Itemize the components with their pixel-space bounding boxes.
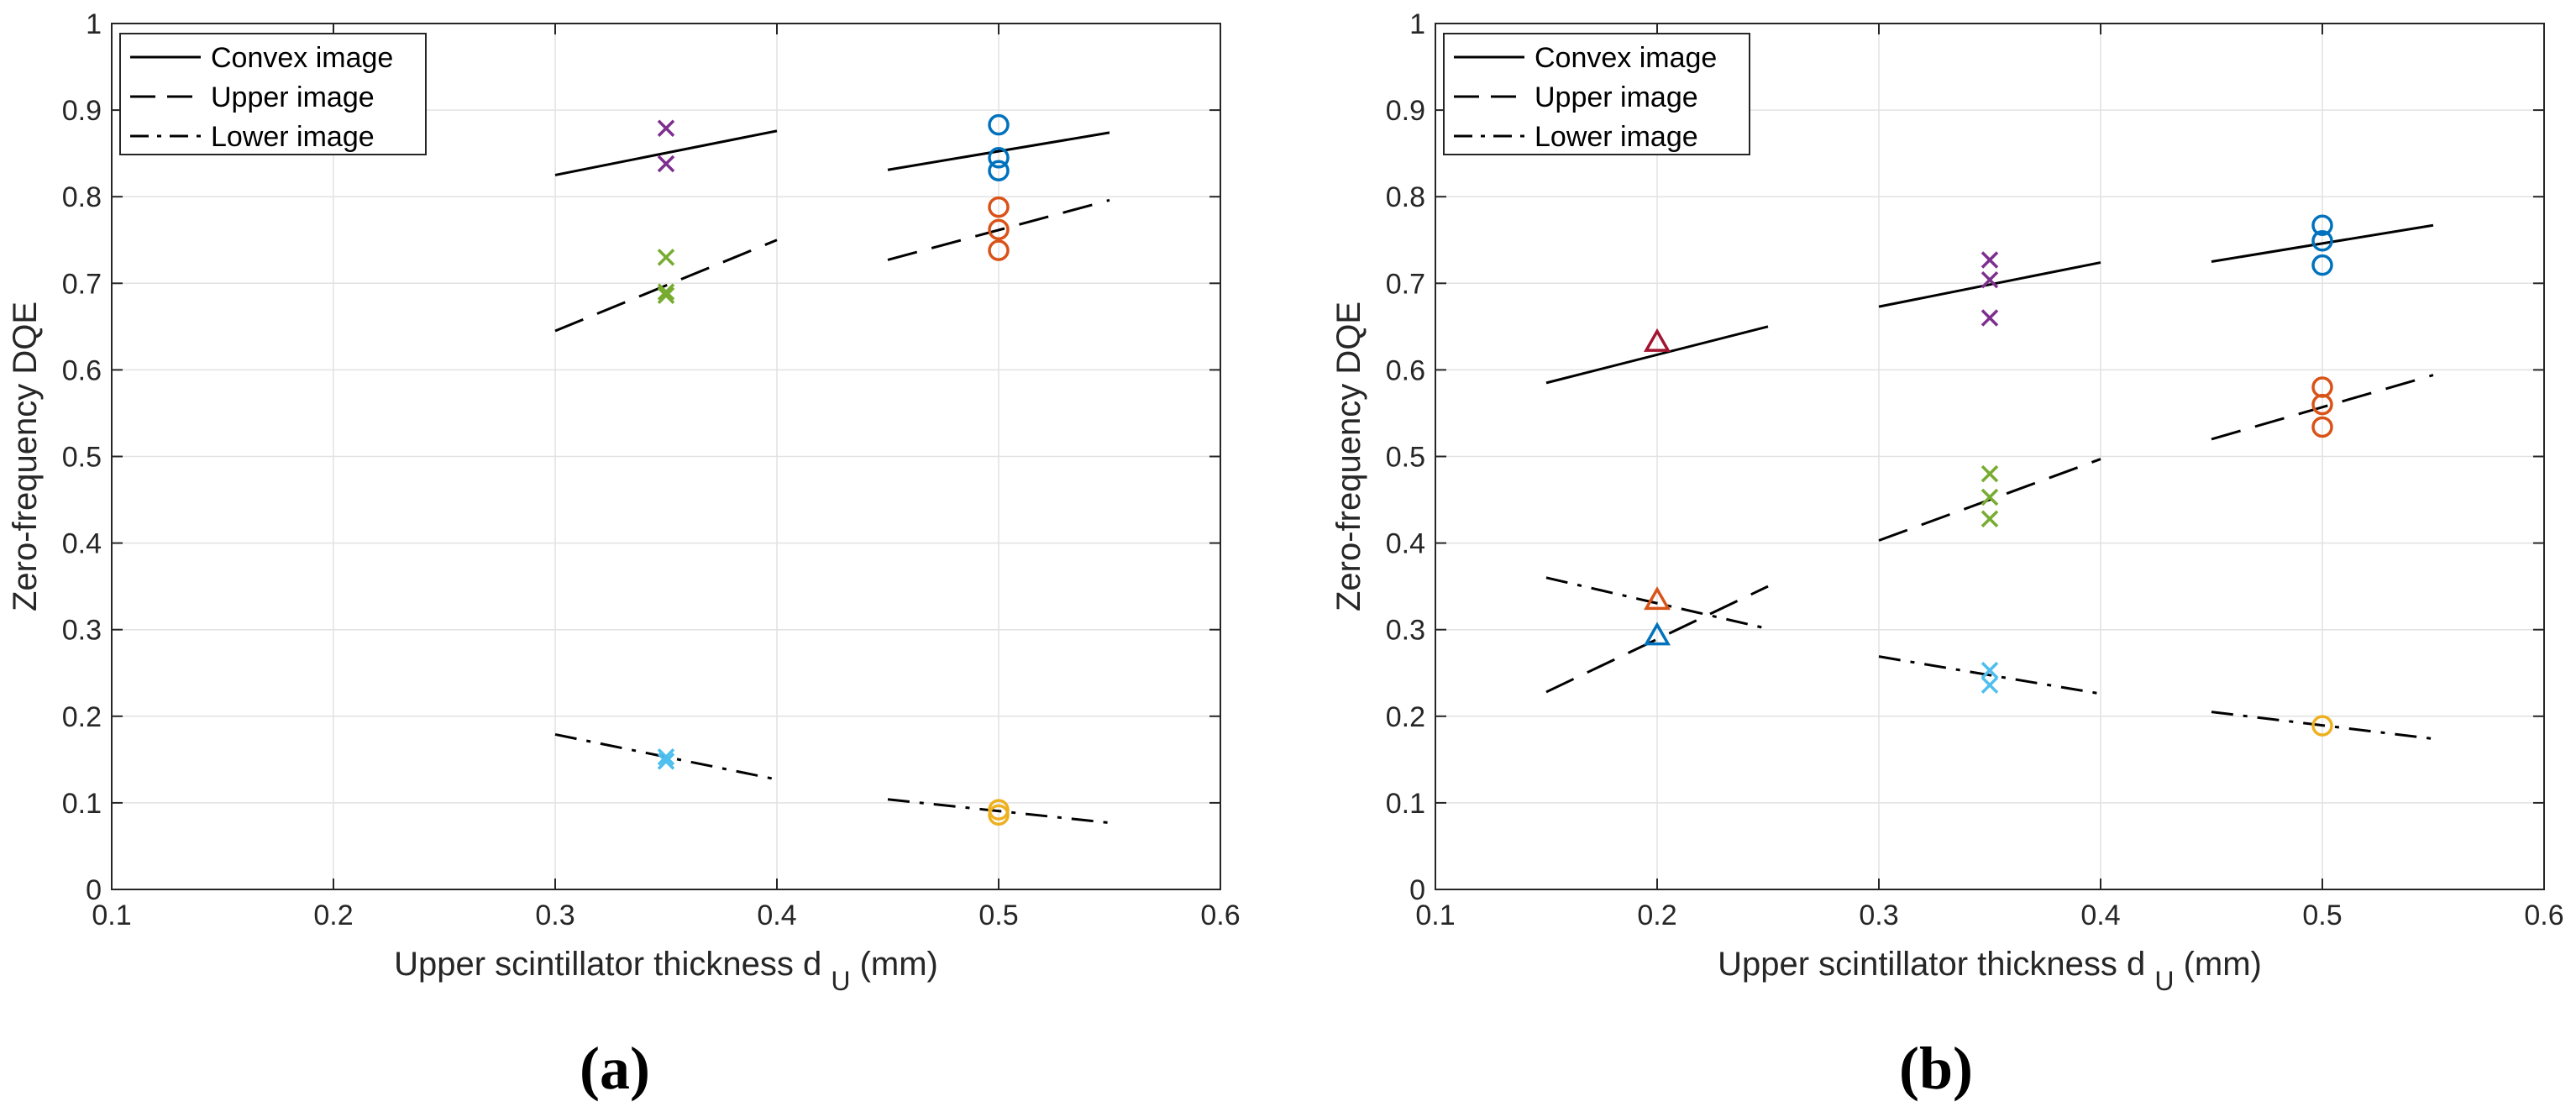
legend-label: Lower image (211, 121, 375, 153)
marker-circle (2311, 254, 2333, 276)
x-tick-label: 0.6 (2524, 900, 2563, 931)
y-tick-label: 0.4 (1386, 528, 1425, 560)
y-tick-label: 0.1 (62, 788, 102, 820)
marker-x (1981, 309, 1999, 327)
series-line-solid (1545, 325, 1769, 385)
legend: Convex image Upper image Lower image (1443, 33, 1750, 155)
y-tick-label: 0.9 (1386, 95, 1425, 127)
marker-x (657, 748, 675, 766)
y-tick-label: 0.1 (1386, 788, 1425, 820)
y-axis-label: Zero-frequency DQE (1330, 302, 1367, 611)
chart-panel-a: 0.1 0.2 0.3 0.4 0.5 0.600.10.20.30.40.50.60.7… (7, 8, 1241, 1102)
marker-circle (988, 147, 1010, 169)
y-tick-label: 0.3 (1386, 615, 1425, 647)
panel-label: (a) (580, 1035, 650, 1102)
x-tick-label: 0.4 (2080, 900, 2120, 931)
marker-circle (2311, 715, 2333, 737)
marker-x (1981, 676, 1999, 694)
marker-circle (988, 196, 1010, 218)
marker-x (1981, 661, 1999, 679)
y-tick-label: 0 (1409, 874, 1425, 906)
series-line-dashdot (2211, 711, 2434, 741)
y-tick-label: 0.7 (1386, 268, 1425, 300)
series-line-dashed (2211, 374, 2434, 441)
y-tick-label: 0.8 (1386, 181, 1425, 213)
series-line-dashdot (1545, 576, 1769, 631)
y-tick-label: 0.9 (62, 95, 102, 127)
x-axis-label: Upper scintillator thickness d U (mm) (394, 946, 938, 996)
y-tick-label: 0.6 (1386, 354, 1425, 386)
marker-x (657, 249, 675, 266)
marker-triangle (1643, 622, 1671, 646)
marker-x (657, 155, 675, 173)
marker-circle (988, 113, 1010, 136)
y-axis-label: Zero-frequency DQE (7, 302, 44, 611)
legend: Convex image Upper image Lower image (119, 33, 427, 155)
marker-circle (988, 804, 1010, 826)
marker-x (657, 286, 675, 304)
marker-x (1981, 464, 1999, 483)
series-line-dashed (554, 239, 778, 333)
legend-label: Upper image (211, 81, 375, 113)
series-line-dashed (1878, 458, 2101, 542)
marker-circle (2311, 416, 2333, 438)
legend-label: Upper image (1535, 81, 1698, 113)
x-tick-label: 0.1 (92, 900, 131, 931)
x-axis-label: Upper scintillator thickness d U (mm) (1718, 946, 2262, 996)
y-tick-label: 0.4 (62, 528, 102, 560)
x-tick-label: 0.2 (1637, 900, 1676, 931)
marker-circle (2311, 393, 2333, 416)
legend-box (1443, 33, 1750, 155)
marker-triangle (1643, 328, 1671, 352)
chart-panel-b: 0.1 0.2 0.3 0.4 0.5 0.600.10.20.30.40.50.60.7… (1330, 8, 2564, 1102)
marker-circle (988, 218, 1010, 241)
x-tick-label: 0.4 (757, 900, 796, 931)
marker-circle (988, 239, 1010, 261)
series-line-solid (554, 129, 778, 176)
x-tick-label: 0.2 (313, 900, 353, 931)
y-tick-label: 0.2 (62, 701, 102, 733)
series-line-solid (2211, 223, 2434, 264)
marker-circle (2311, 230, 2333, 252)
y-tick-label: 0.7 (62, 268, 102, 300)
y-tick-label: 0 (86, 874, 102, 906)
series-line-dashdot (1878, 655, 2101, 695)
marker-x (1981, 251, 1999, 269)
legend-label: Convex image (211, 42, 393, 74)
x-tick-label: 0.5 (978, 900, 1018, 931)
y-tick-label: 0.5 (62, 442, 102, 474)
marker-x (1981, 270, 1999, 289)
x-tick-label: 0.1 (1415, 900, 1455, 931)
series-line-solid (887, 131, 1110, 171)
series-line-dashdot (887, 798, 1110, 825)
x-tick-label: 0.6 (1200, 900, 1240, 931)
series-line-solid (1878, 261, 2101, 308)
y-tick-label: 0.5 (1386, 442, 1425, 474)
x-tick-label: 0.5 (2302, 900, 2342, 931)
series-line-dashed (1545, 585, 1769, 694)
marker-x (657, 283, 675, 301)
marker-x (657, 753, 675, 770)
y-tick-label: 0.6 (62, 354, 102, 386)
legend-label: Lower image (1535, 121, 1698, 153)
x-tick-label: 0.3 (1859, 900, 1898, 931)
marker-circle (988, 160, 1010, 182)
legend-box (119, 33, 427, 155)
marker-x (657, 119, 675, 137)
y-tick-label: 1 (86, 8, 102, 40)
series-line-dashed (887, 198, 1110, 261)
x-tick-label: 0.3 (535, 900, 574, 931)
y-tick-label: 1 (1409, 8, 1425, 40)
legend-label: Convex image (1535, 42, 1717, 74)
marker-x (1981, 510, 1999, 527)
y-tick-label: 0.2 (1386, 701, 1425, 733)
panel-label: (b) (1899, 1035, 1973, 1102)
marker-triangle (1643, 586, 1671, 611)
marker-x (1981, 488, 1999, 506)
y-tick-label: 0.3 (62, 615, 102, 647)
marker-circle (2311, 214, 2333, 236)
y-tick-label: 0.8 (62, 181, 102, 213)
